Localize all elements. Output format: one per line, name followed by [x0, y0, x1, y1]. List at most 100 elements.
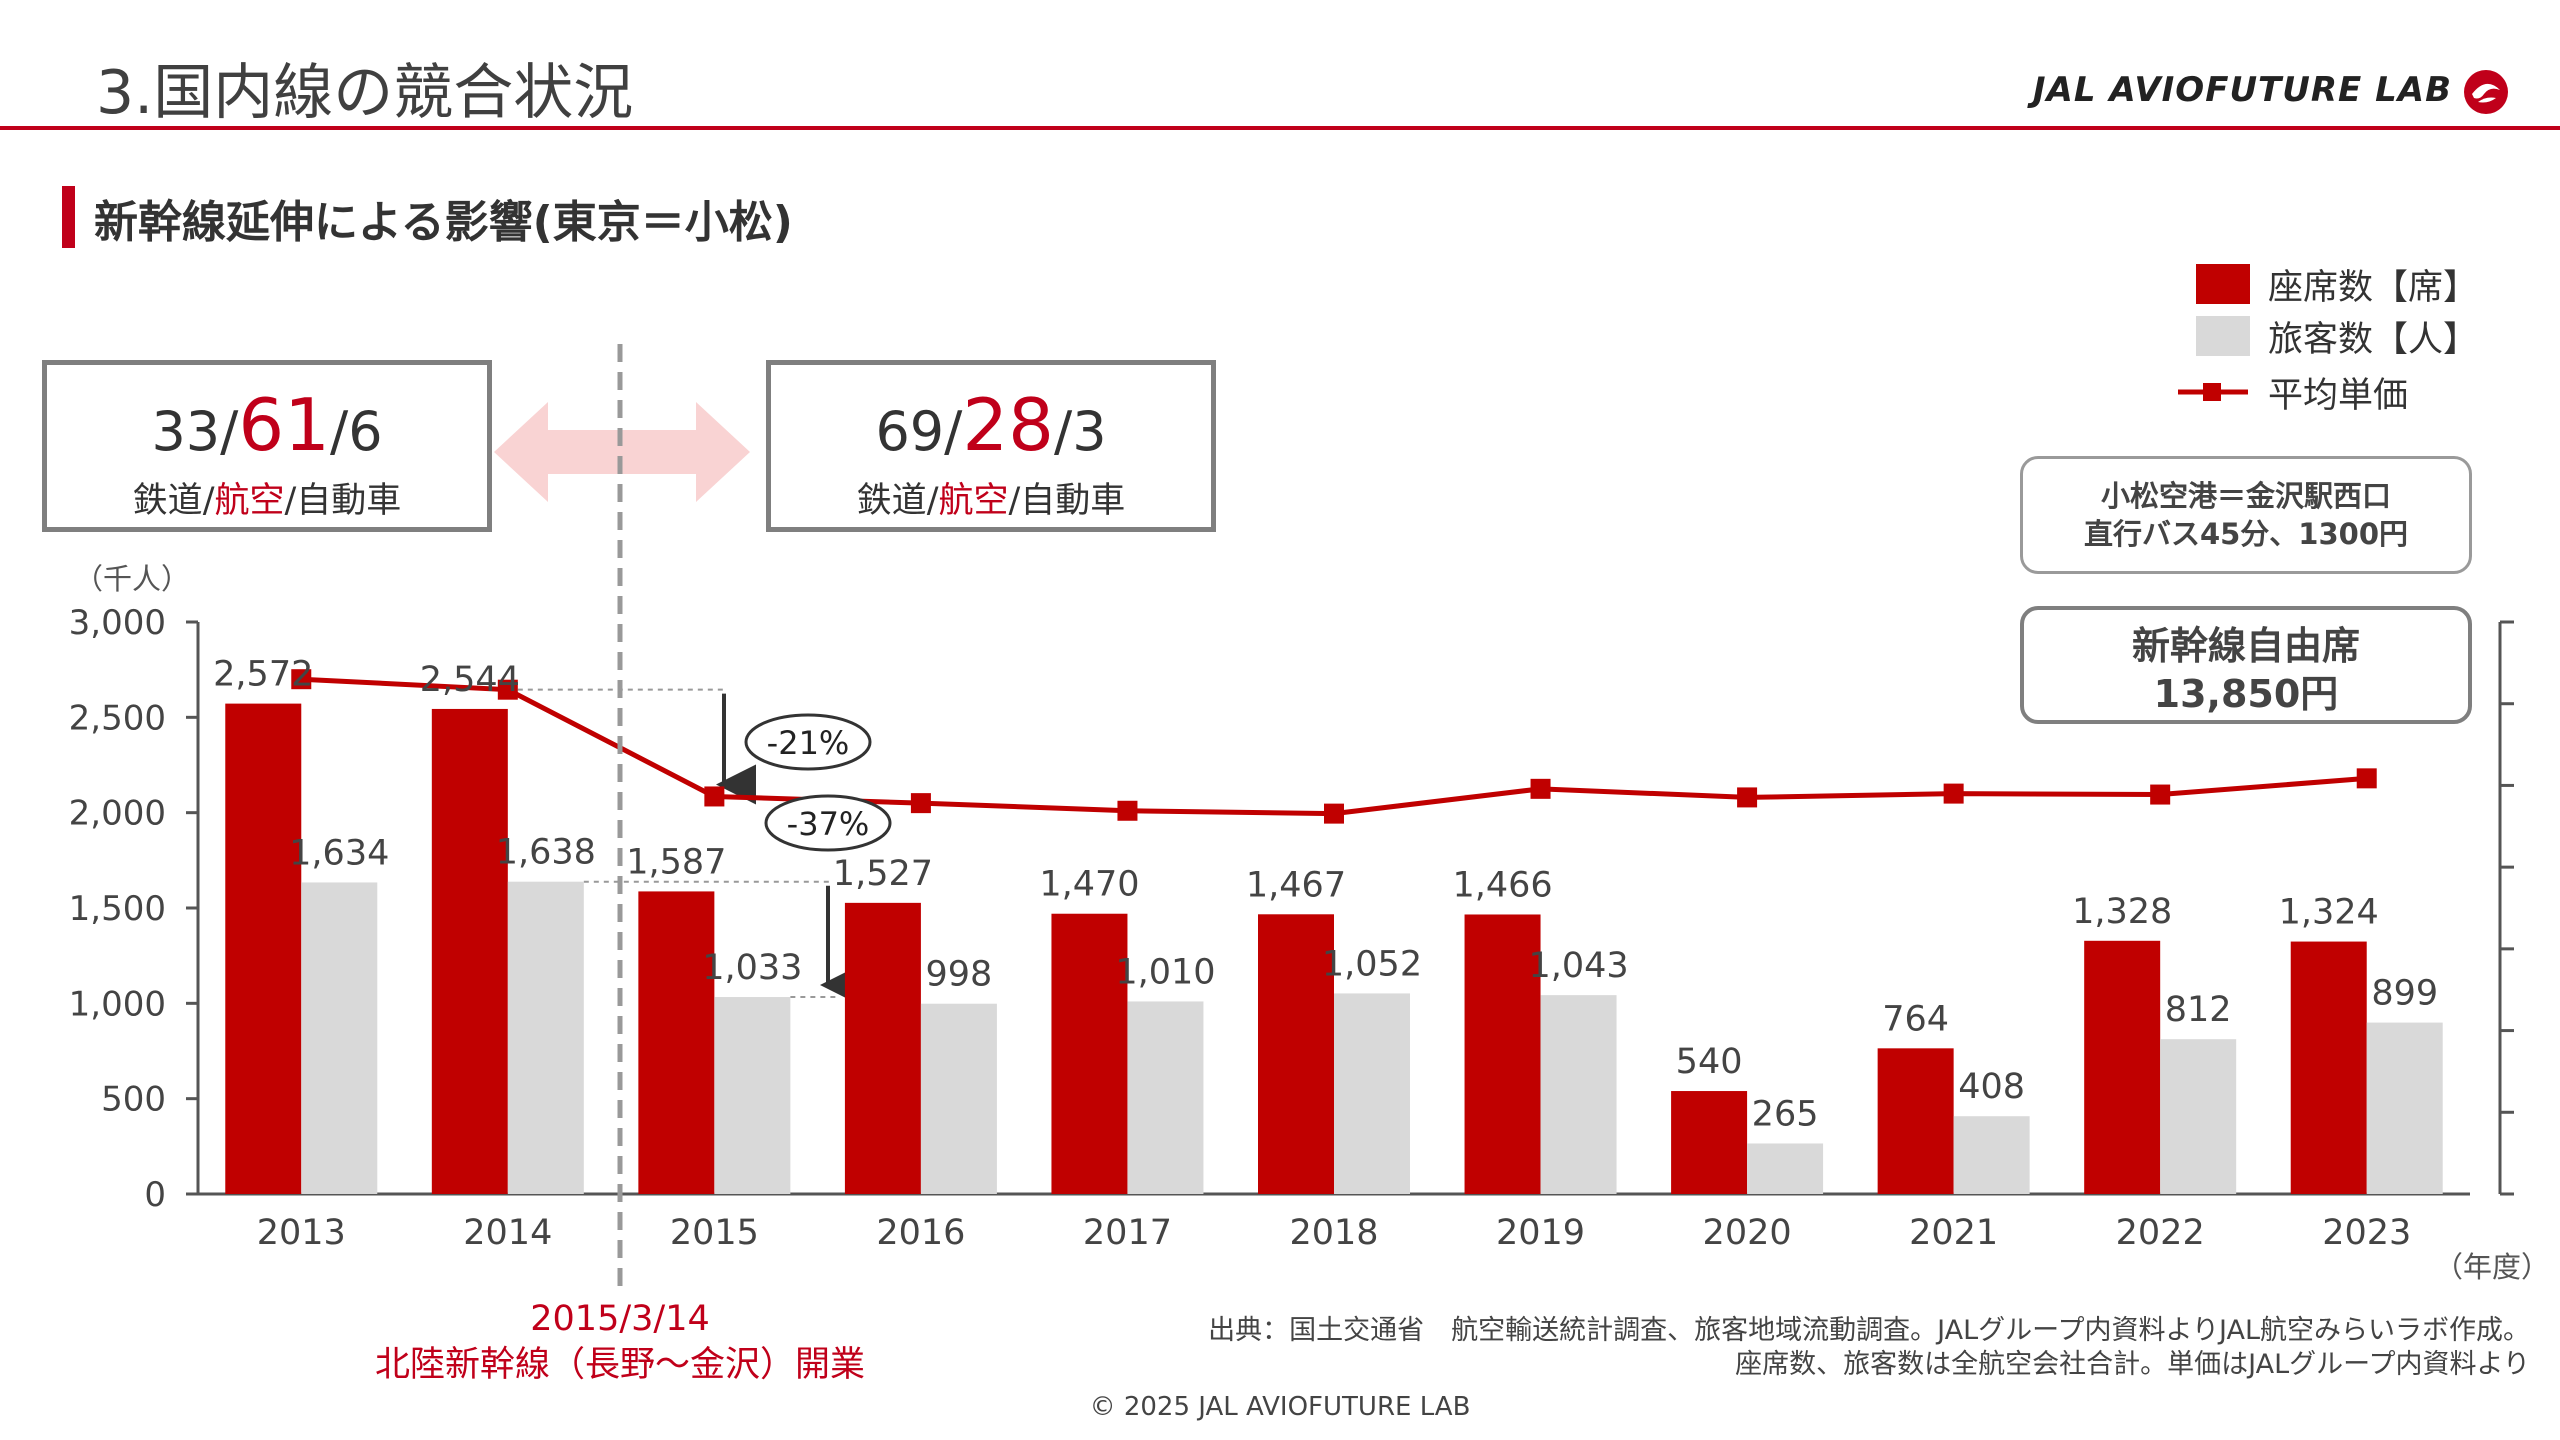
legend-passengers: 旅客数【人】 [2196, 316, 2478, 360]
title-divider [0, 126, 2560, 130]
passenger-value-2017: 1,010 [1115, 952, 1215, 992]
seat-value-2017: 1,470 [1039, 865, 1139, 905]
crane-logo-icon [2464, 70, 2508, 114]
unit-price-point-2014 [497, 679, 518, 700]
modal-share-before-values: 33/61/6 [151, 383, 383, 467]
seat-bar-2018 [1258, 914, 1334, 1194]
passenger-bar-2016 [920, 1003, 997, 1194]
seat-bar-2023 [2290, 941, 2367, 1194]
unit-price-point-2023 [2356, 768, 2377, 789]
page-title: 3.国内線の競合状況 [96, 58, 634, 128]
event-date: 2015/3/14 [530, 1299, 710, 1339]
shinkansen-label: 新幹線自由席 [2131, 624, 2360, 668]
x-tick-label-2013: 2013 [257, 1213, 346, 1253]
unit-price-point-2015 [704, 786, 725, 807]
seat-value-2014: 2,544 [420, 660, 520, 700]
passenger-bar-2013 [301, 882, 378, 1194]
x-tick-label-2020: 2020 [1703, 1213, 1792, 1253]
passenger-bar-2015 [714, 997, 791, 1194]
unit-price-point-2013 [291, 669, 312, 690]
unit-price-point-2022 [2150, 784, 2171, 805]
car-share: 3 [1072, 400, 1107, 463]
passenger-bar-2017 [1127, 1001, 1204, 1194]
y-tick-label: 1,000 [69, 984, 166, 1024]
passenger-bar-2020 [1747, 1143, 1824, 1194]
modal-share-after-labels: 鉄道/航空/自動車 [856, 481, 1126, 521]
comparison-double-arrow [494, 402, 750, 502]
brand-logo-text: JAL AVIOFUTURE LAB [2032, 70, 2452, 110]
y-tick-label: 3,000 [69, 603, 166, 643]
passenger-bar-2023 [2366, 1022, 2443, 1194]
x-tick-label-2019: 2019 [1496, 1213, 1585, 1253]
seat-value-2021: 764 [1882, 999, 1949, 1039]
event-label: 2015/3/14 北陸新幹線（長野～金沢）開業 [360, 1296, 880, 1388]
y-axis-unit: （千人） [74, 562, 191, 596]
section-title: 新幹線延伸による影響(東京＝小松) [94, 197, 793, 248]
x-tick-label-2016: 2016 [876, 1213, 965, 1253]
x-tick-label-2014: 2014 [463, 1213, 552, 1253]
chart-bars [225, 703, 2443, 1194]
event-description: 北陸新幹線（長野～金沢）開業 [374, 1345, 865, 1385]
legend-unit-price: 平均単価 [2176, 372, 2408, 416]
seat-bar-2014 [431, 708, 508, 1194]
y-tick-label: 2,500 [69, 698, 166, 738]
bus-detail: 直行バス45分、1300円 [2083, 517, 2409, 551]
seat-value-2020: 540 [1676, 1042, 1743, 1082]
passenger-bar-2019 [1540, 995, 1617, 1194]
seat-bar-2019 [1464, 914, 1541, 1194]
source-line-2: 座席数、旅客数は全航空会社合計。単価はJALグループ内資料より [1735, 1349, 2530, 1380]
seat-value-2018: 1,467 [1246, 865, 1346, 905]
passenger-value-2019: 1,043 [1528, 946, 1628, 986]
legend-line-swatch [2178, 383, 2248, 401]
bus-info-box: 小松空港＝金沢駅西口 直行バス45分、1300円 [2020, 456, 2472, 574]
rail-label: 鉄道 [856, 481, 927, 521]
seat-value-2023: 1,324 [2279, 893, 2379, 933]
seat-bar-2015 [638, 891, 715, 1194]
passenger-value-2015: 1,033 [702, 948, 802, 988]
shinkansen-fare-box: 新幹線自由席 13,850円 [2020, 606, 2472, 724]
legend-unit-price-label: 平均単価 [2268, 375, 2409, 416]
passenger-value-2020: 265 [1752, 1094, 1819, 1134]
modal-share-before: 33/61/6 鉄道/航空/自動車 [42, 360, 492, 532]
legend-passengers-label: 旅客数【人】 [2268, 319, 2479, 360]
passenger-value-2022: 812 [2165, 990, 2232, 1030]
annotation-minus-37: -37% [764, 794, 892, 852]
car-label: 自動車 [296, 481, 402, 521]
passenger-bar-2021 [1953, 1116, 2030, 1194]
air-label: 航空 [214, 481, 285, 521]
legend-seats-swatch [2196, 264, 2250, 304]
seat-value-2019: 1,466 [1452, 865, 1552, 905]
annotation-37-text: -37% [787, 805, 870, 843]
legend-seats-label: 座席数【席】 [2268, 267, 2479, 308]
car-label: 自動車 [1020, 481, 1126, 521]
passenger-value-2021: 408 [1958, 1067, 2025, 1107]
section-marker [62, 186, 75, 248]
legend-seats: 座席数【席】 [2196, 264, 2478, 308]
seat-value-2015: 1,587 [626, 842, 726, 882]
car-share: 6 [348, 400, 383, 463]
copyright: © 2025 JAL AVIOFUTURE LAB [1089, 1392, 1471, 1422]
x-axis-unit: （年度） [2434, 1250, 2551, 1284]
annotation-21-text: -21% [767, 724, 850, 762]
y-tick-label: 0 [144, 1175, 166, 1215]
x-tick-label-2018: 2018 [1289, 1213, 1378, 1253]
air-label: 航空 [938, 481, 1009, 521]
seat-bar-2016 [844, 902, 921, 1194]
unit-price-point-2021 [1943, 783, 1964, 804]
modal-share-after: 69/28/3 鉄道/航空/自動車 [766, 360, 1216, 532]
passenger-value-2013: 1,634 [289, 833, 389, 873]
unit-price-point-2018 [1324, 803, 1344, 824]
passenger-value-2023: 899 [2371, 974, 2438, 1014]
seat-bar-2021 [1877, 1048, 1954, 1194]
modal-share-before-labels: 鉄道/航空/自動車 [132, 481, 402, 521]
x-tick-label-2021: 2021 [1909, 1213, 1998, 1253]
y-tick-label: 500 [101, 1080, 166, 1120]
source-note: 出典：国土交通省 航空輸送統計調査、旅客地域流動調査。JALグループ内資料よりJ… [1090, 1314, 2530, 1382]
passenger-bar-2014 [507, 881, 584, 1194]
seat-bar-2020 [1671, 1091, 1748, 1194]
unit-price-line [301, 676, 2367, 817]
unit-price-point-2016 [910, 793, 931, 814]
rail-share: 33 [151, 400, 221, 463]
seat-value-2013: 2,572 [213, 655, 313, 695]
